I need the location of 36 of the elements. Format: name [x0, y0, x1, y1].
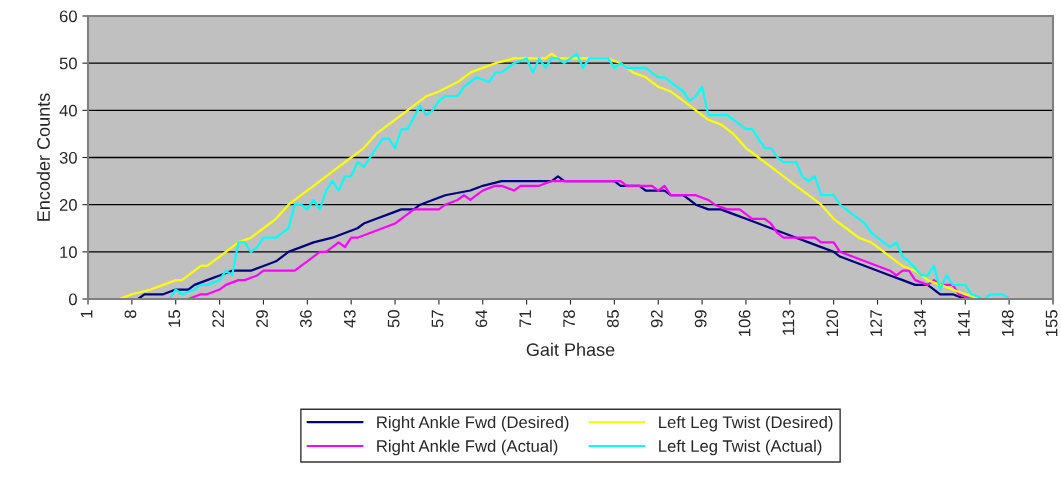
y-axis-title: Encoder Counts: [36, 93, 50, 221]
y-tick-label: 20: [59, 199, 77, 211]
legend-label: Right Ankle Fwd (Desired): [377, 415, 569, 432]
x-tick-label: 134: [914, 309, 926, 336]
x-tick-label: 50: [387, 310, 400, 328]
x-tick-label: 29: [256, 310, 268, 328]
legend-label: Right Ankle Fwd (Actual): [377, 439, 558, 456]
legend-label: Left Leg Twist (Desired): [659, 415, 833, 432]
x-tick-label: 78: [563, 310, 575, 328]
y-tick-label: 50: [59, 57, 77, 70]
x-tick-label: 1: [80, 310, 93, 318]
x-axis-title: Gait Phase: [526, 342, 615, 357]
legend-label: Left Leg Twist (Actual): [659, 439, 822, 456]
x-tick-label: 57: [431, 310, 444, 328]
x-tick-label: 113: [782, 310, 795, 335]
x-tick-label: 106: [738, 310, 751, 336]
x-tick-label: 148: [1001, 310, 1014, 336]
x-tick-label: 120: [826, 310, 839, 336]
x-tick-label: 155: [1045, 310, 1058, 336]
x-tick-label: 64: [475, 309, 488, 328]
x-tick-label: 36: [299, 310, 312, 328]
x-tick-label: 99: [694, 310, 707, 328]
x-tick-label: 15: [168, 310, 181, 327]
y-tick-label: 30: [59, 151, 77, 164]
y-tick-label: 0: [68, 293, 77, 306]
x-tick-label: 85: [607, 310, 619, 328]
x-tick-label: 22: [212, 310, 224, 328]
y-tick-label: 10: [60, 246, 77, 259]
x-tick-label: 141: [958, 310, 970, 336]
x-tick-label: 43: [343, 310, 356, 328]
x-tick-label: 127: [870, 310, 882, 336]
x-tick-label: 92: [650, 310, 663, 328]
y-tick-label: 60: [59, 10, 77, 23]
x-tick-label: 8: [124, 310, 137, 318]
x-tick-label: 71: [519, 310, 531, 328]
y-tick-label: 40: [59, 104, 77, 117]
